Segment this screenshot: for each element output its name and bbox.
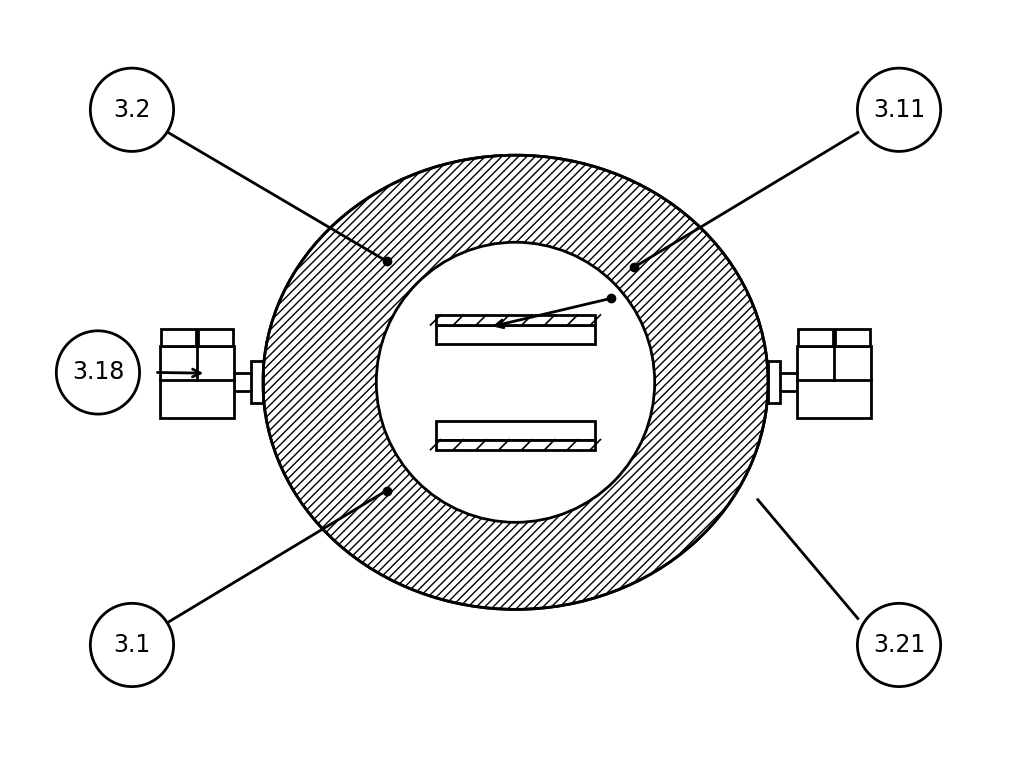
Bar (435, 325, 595, 344)
Text: 3.1: 3.1 (113, 633, 151, 657)
Bar (798, 329, 833, 346)
Bar (251, 362, 263, 403)
Circle shape (858, 68, 940, 151)
Circle shape (858, 603, 940, 687)
Circle shape (91, 68, 173, 151)
Text: 3.11: 3.11 (873, 98, 925, 122)
Ellipse shape (376, 242, 655, 522)
Bar (160, 346, 234, 418)
Circle shape (57, 331, 139, 414)
Bar (835, 329, 870, 346)
Bar (435, 315, 595, 325)
Text: 3.18: 3.18 (72, 360, 124, 385)
Bar (435, 421, 595, 440)
Bar (198, 329, 233, 346)
Bar (797, 346, 871, 418)
Bar (161, 329, 196, 346)
Text: 3.2: 3.2 (113, 98, 151, 122)
Bar (768, 362, 780, 403)
Text: 3.21: 3.21 (873, 633, 925, 657)
Ellipse shape (263, 155, 768, 609)
Circle shape (91, 603, 173, 687)
Bar (435, 440, 595, 450)
